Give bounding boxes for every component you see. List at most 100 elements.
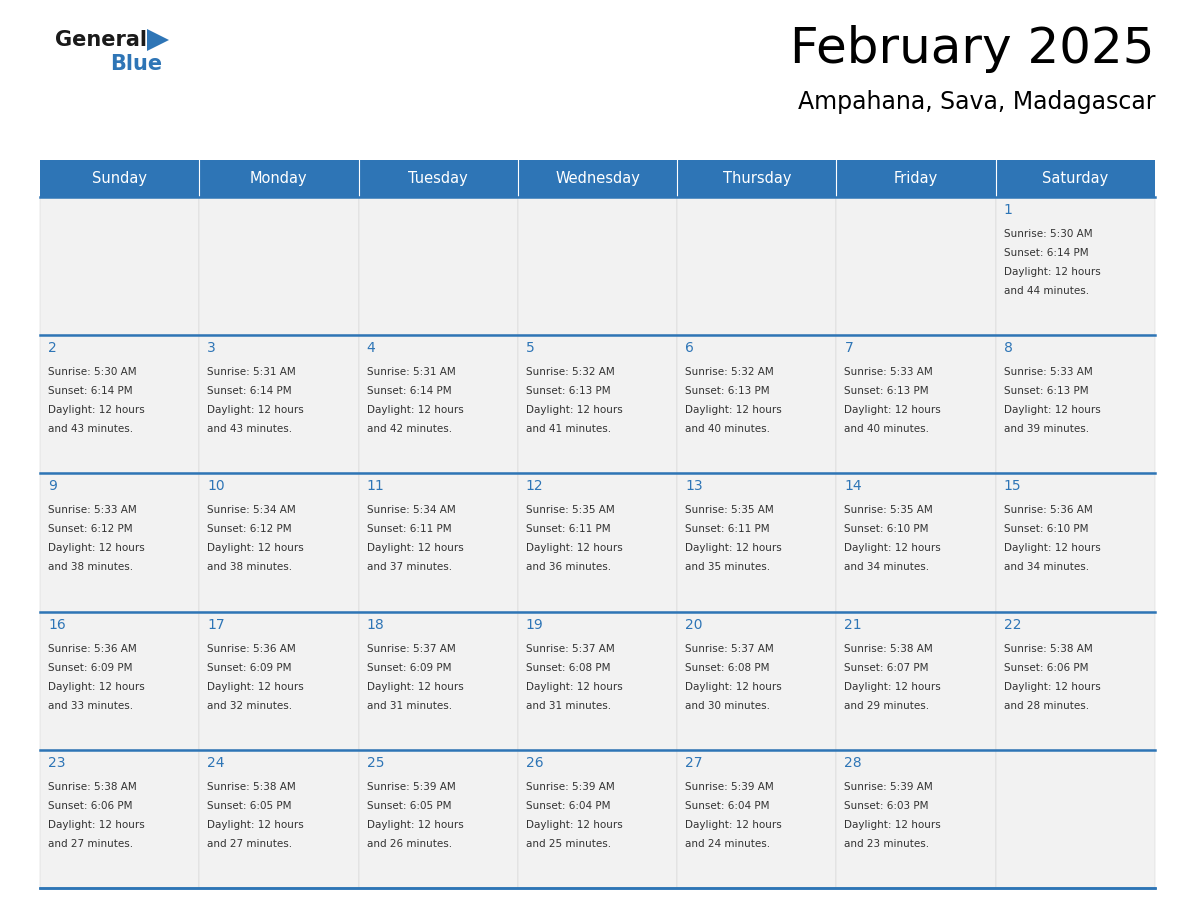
Text: Daylight: 12 hours: Daylight: 12 hours <box>1004 681 1100 691</box>
Polygon shape <box>200 160 359 197</box>
Text: 28: 28 <box>845 756 862 770</box>
Text: Daylight: 12 hours: Daylight: 12 hours <box>48 681 145 691</box>
Text: and 40 minutes.: and 40 minutes. <box>685 424 770 434</box>
Text: Sunset: 6:11 PM: Sunset: 6:11 PM <box>367 524 451 534</box>
Text: and 42 minutes.: and 42 minutes. <box>367 424 451 434</box>
Text: Sunset: 6:04 PM: Sunset: 6:04 PM <box>685 800 770 811</box>
Text: Daylight: 12 hours: Daylight: 12 hours <box>1004 543 1100 554</box>
Text: and 43 minutes.: and 43 minutes. <box>207 424 292 434</box>
Text: Sunrise: 5:38 AM: Sunrise: 5:38 AM <box>48 782 137 792</box>
Text: 8: 8 <box>1004 341 1012 355</box>
Text: Sunrise: 5:36 AM: Sunrise: 5:36 AM <box>207 644 296 654</box>
Polygon shape <box>836 611 996 750</box>
Polygon shape <box>518 611 677 750</box>
Text: Daylight: 12 hours: Daylight: 12 hours <box>526 820 623 830</box>
Text: Sunset: 6:11 PM: Sunset: 6:11 PM <box>685 524 770 534</box>
Text: Blue: Blue <box>110 54 162 74</box>
Text: 18: 18 <box>367 618 385 632</box>
Text: 13: 13 <box>685 479 703 493</box>
Text: Daylight: 12 hours: Daylight: 12 hours <box>1004 405 1100 415</box>
Polygon shape <box>677 474 836 611</box>
Text: Sunrise: 5:33 AM: Sunrise: 5:33 AM <box>48 506 137 515</box>
Text: Daylight: 12 hours: Daylight: 12 hours <box>845 681 941 691</box>
Polygon shape <box>359 474 518 611</box>
Polygon shape <box>518 335 677 474</box>
Text: Daylight: 12 hours: Daylight: 12 hours <box>845 820 941 830</box>
Text: Sunset: 6:07 PM: Sunset: 6:07 PM <box>845 663 929 673</box>
Text: Sunrise: 5:36 AM: Sunrise: 5:36 AM <box>48 644 137 654</box>
Text: Daylight: 12 hours: Daylight: 12 hours <box>367 820 463 830</box>
Text: and 26 minutes.: and 26 minutes. <box>367 839 451 849</box>
Text: 4: 4 <box>367 341 375 355</box>
Text: Sunset: 6:12 PM: Sunset: 6:12 PM <box>48 524 133 534</box>
Text: Sunset: 6:03 PM: Sunset: 6:03 PM <box>845 800 929 811</box>
Text: Sunrise: 5:38 AM: Sunrise: 5:38 AM <box>845 644 934 654</box>
Text: Sunrise: 5:39 AM: Sunrise: 5:39 AM <box>367 782 455 792</box>
Polygon shape <box>359 750 518 888</box>
Polygon shape <box>677 335 836 474</box>
Polygon shape <box>40 474 200 611</box>
Text: Sunset: 6:09 PM: Sunset: 6:09 PM <box>48 663 133 673</box>
Text: Daylight: 12 hours: Daylight: 12 hours <box>845 543 941 554</box>
Text: Sunset: 6:13 PM: Sunset: 6:13 PM <box>1004 386 1088 397</box>
Text: and 29 minutes.: and 29 minutes. <box>845 700 929 711</box>
Polygon shape <box>836 750 996 888</box>
Polygon shape <box>677 750 836 888</box>
Text: Thursday: Thursday <box>722 171 791 186</box>
Text: Ampahana, Sava, Madagascar: Ampahana, Sava, Madagascar <box>797 90 1155 114</box>
Text: and 40 minutes.: and 40 minutes. <box>845 424 929 434</box>
Polygon shape <box>40 160 200 197</box>
Text: and 35 minutes.: and 35 minutes. <box>685 563 770 573</box>
Text: Daylight: 12 hours: Daylight: 12 hours <box>845 405 941 415</box>
Text: and 27 minutes.: and 27 minutes. <box>48 839 133 849</box>
Text: 17: 17 <box>207 618 225 632</box>
Polygon shape <box>40 335 200 474</box>
Polygon shape <box>40 611 200 750</box>
Polygon shape <box>359 160 518 197</box>
Text: and 23 minutes.: and 23 minutes. <box>845 839 929 849</box>
Text: and 39 minutes.: and 39 minutes. <box>1004 424 1089 434</box>
Polygon shape <box>40 197 200 335</box>
Text: 16: 16 <box>48 618 65 632</box>
Text: 25: 25 <box>367 756 384 770</box>
Text: Daylight: 12 hours: Daylight: 12 hours <box>207 405 304 415</box>
Text: Daylight: 12 hours: Daylight: 12 hours <box>48 543 145 554</box>
Text: 14: 14 <box>845 479 862 493</box>
Polygon shape <box>147 29 169 51</box>
Text: and 33 minutes.: and 33 minutes. <box>48 700 133 711</box>
Text: and 34 minutes.: and 34 minutes. <box>845 563 929 573</box>
Polygon shape <box>518 160 677 197</box>
Text: Daylight: 12 hours: Daylight: 12 hours <box>526 543 623 554</box>
Text: Sunset: 6:13 PM: Sunset: 6:13 PM <box>845 386 929 397</box>
Text: Sunrise: 5:39 AM: Sunrise: 5:39 AM <box>685 782 773 792</box>
Polygon shape <box>996 335 1155 474</box>
Text: Daylight: 12 hours: Daylight: 12 hours <box>207 681 304 691</box>
Polygon shape <box>677 160 836 197</box>
Text: Sunset: 6:06 PM: Sunset: 6:06 PM <box>1004 663 1088 673</box>
Text: Sunset: 6:13 PM: Sunset: 6:13 PM <box>526 386 611 397</box>
Text: Daylight: 12 hours: Daylight: 12 hours <box>685 405 782 415</box>
Text: 1: 1 <box>1004 203 1012 217</box>
Text: Daylight: 12 hours: Daylight: 12 hours <box>48 820 145 830</box>
Text: and 32 minutes.: and 32 minutes. <box>207 700 292 711</box>
Text: General: General <box>55 30 147 50</box>
Polygon shape <box>996 474 1155 611</box>
Text: 2: 2 <box>48 341 57 355</box>
Text: Daylight: 12 hours: Daylight: 12 hours <box>367 405 463 415</box>
Text: Sunrise: 5:35 AM: Sunrise: 5:35 AM <box>685 506 773 515</box>
Text: Sunset: 6:10 PM: Sunset: 6:10 PM <box>1004 524 1088 534</box>
Text: Sunset: 6:14 PM: Sunset: 6:14 PM <box>48 386 133 397</box>
Polygon shape <box>359 611 518 750</box>
Text: Sunset: 6:08 PM: Sunset: 6:08 PM <box>685 663 770 673</box>
Text: Daylight: 12 hours: Daylight: 12 hours <box>207 543 304 554</box>
Text: 20: 20 <box>685 618 702 632</box>
Text: Sunrise: 5:33 AM: Sunrise: 5:33 AM <box>1004 367 1093 377</box>
Text: and 28 minutes.: and 28 minutes. <box>1004 700 1089 711</box>
Text: and 25 minutes.: and 25 minutes. <box>526 839 611 849</box>
Text: Sunrise: 5:33 AM: Sunrise: 5:33 AM <box>845 367 934 377</box>
Polygon shape <box>836 335 996 474</box>
Polygon shape <box>836 474 996 611</box>
Text: Monday: Monday <box>251 171 308 186</box>
Polygon shape <box>40 750 200 888</box>
Polygon shape <box>518 197 677 335</box>
